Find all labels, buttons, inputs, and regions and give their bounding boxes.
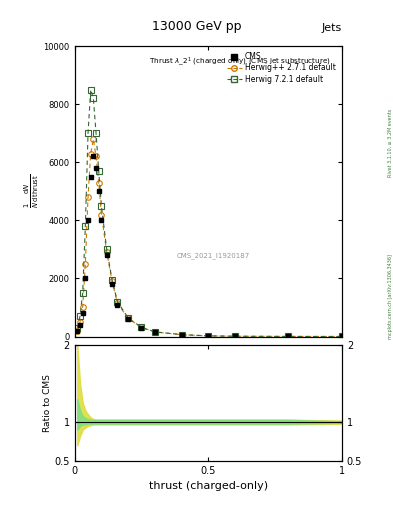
Text: Rivet 3.1.10, ≥ 3.2M events: Rivet 3.1.10, ≥ 3.2M events bbox=[388, 109, 393, 178]
Y-axis label: $\frac{1}{N}\frac{\mathrm{d}N}{\mathrm{d}\,\mathrm{thrust}}$: $\frac{1}{N}\frac{\mathrm{d}N}{\mathrm{d… bbox=[22, 174, 41, 208]
Text: 13000 GeV pp: 13000 GeV pp bbox=[152, 20, 241, 33]
Text: Thrust $\lambda\_2^1$ (charged only) (CMS jet substructure): Thrust $\lambda\_2^1$ (charged only) (CM… bbox=[149, 55, 332, 68]
Y-axis label: Ratio to CMS: Ratio to CMS bbox=[43, 374, 51, 432]
Legend: CMS, Herwig++ 2.7.1 default, Herwig 7.2.1 default: CMS, Herwig++ 2.7.1 default, Herwig 7.2.… bbox=[224, 50, 338, 86]
X-axis label: thrust (charged-only): thrust (charged-only) bbox=[149, 481, 268, 491]
Text: CMS_2021_I1920187: CMS_2021_I1920187 bbox=[177, 252, 250, 259]
Text: mcplots.cern.ch [arXiv:1306.3436]: mcplots.cern.ch [arXiv:1306.3436] bbox=[388, 254, 393, 339]
Text: Jets: Jets bbox=[321, 23, 342, 33]
